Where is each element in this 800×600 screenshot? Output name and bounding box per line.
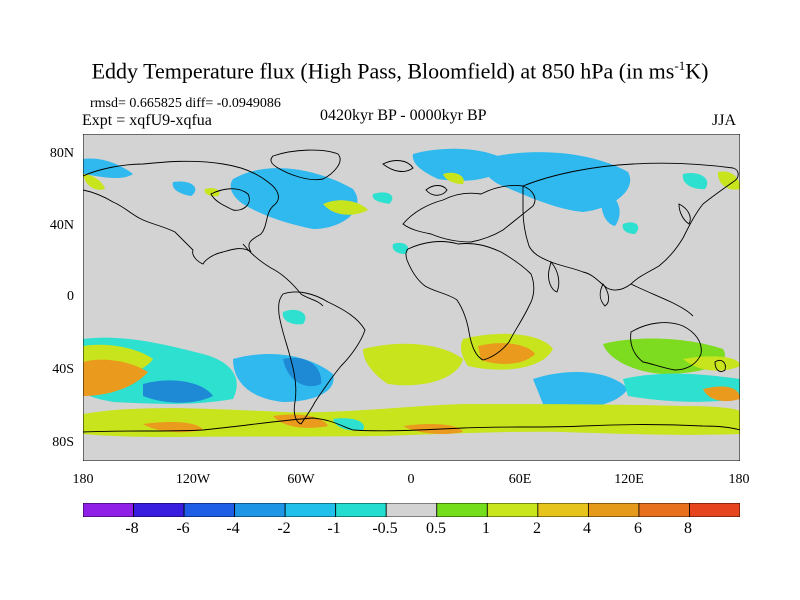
coastline	[210, 188, 250, 211]
colorbar-box	[385, 503, 438, 517]
colorbar-box	[133, 503, 185, 517]
shade-region	[533, 371, 628, 409]
title-end: K)	[685, 58, 709, 84]
coastline	[678, 203, 691, 225]
lat-tick: 80N	[49, 146, 74, 161]
shade-region	[682, 172, 708, 190]
colorbar-label: -4	[226, 520, 240, 537]
lon-tick: 180	[72, 472, 94, 487]
colorbar-box	[335, 503, 387, 517]
colorbar-label: -2	[277, 520, 291, 537]
shaded-anomaly-regions	[83, 148, 740, 437]
shade-region	[83, 174, 105, 190]
lat-tick: 80S	[52, 435, 74, 450]
shade-region	[143, 380, 213, 403]
lon-tick: 60E	[508, 472, 532, 487]
shade-region	[83, 359, 148, 396]
colorbar-box	[284, 503, 337, 517]
lat-tick: 0	[67, 289, 74, 304]
lon-tick: 120W	[175, 472, 211, 487]
shade-region	[478, 343, 535, 364]
colorbar-label: 6	[634, 520, 642, 537]
shade-region	[481, 152, 631, 212]
shade-region	[622, 222, 639, 234]
colorbar-label: -8	[125, 520, 139, 537]
colorbar-label: -1	[327, 520, 341, 537]
colorbar-box	[537, 503, 589, 517]
coastline	[714, 359, 726, 373]
colorbar-box	[689, 503, 740, 517]
coastline	[548, 261, 560, 293]
coastlines	[83, 149, 740, 433]
shade-region	[323, 200, 368, 215]
coastline	[83, 160, 279, 265]
season-label: JJA	[712, 112, 737, 129]
lat-tick: 40S	[52, 362, 74, 377]
colorbar-label: -6	[176, 520, 190, 537]
colorbar-label: -0.5	[372, 520, 398, 537]
shade-region	[333, 418, 364, 431]
colorbar-box	[486, 503, 539, 517]
lon-tick: 0	[407, 472, 415, 487]
stats-label: rmsd= 0.665825 diff= -0.0949086	[90, 96, 281, 111]
lon-tick: 60W	[287, 472, 315, 487]
shade-region	[363, 343, 463, 386]
coastline	[599, 283, 610, 307]
colorbar-label: 4	[583, 520, 591, 537]
shade-region	[282, 309, 306, 325]
colorbar-label: 0.5	[426, 520, 446, 537]
world-map	[83, 134, 740, 461]
lon-tick: 120E	[614, 472, 644, 487]
coastline	[278, 291, 366, 425]
title-text: Eddy Temperature flux (High Pass, Bloomf…	[91, 58, 675, 84]
experiment-label: Expt = xqfU9-xqfua	[82, 112, 212, 129]
shade-region	[372, 192, 393, 204]
shade-region	[172, 181, 196, 196]
colorbar-box	[436, 503, 488, 517]
shade-region	[717, 171, 740, 190]
coastline	[270, 149, 341, 181]
coastline	[630, 322, 702, 371]
plot-title: Eddy Temperature flux (High Pass, Bloomf…	[0, 58, 800, 84]
colorbar-label: 8	[684, 520, 692, 537]
colorbar-box	[587, 503, 640, 517]
lon-tick: 180	[728, 472, 750, 487]
coastline	[382, 160, 414, 172]
shade-region	[143, 422, 203, 433]
shade-region	[703, 386, 740, 402]
colorbar-label: 2	[533, 520, 541, 537]
colorbar	[83, 503, 740, 517]
colorbar-box	[183, 503, 236, 517]
shade-region	[204, 188, 220, 197]
shade-region	[83, 404, 740, 437]
coastline	[402, 185, 536, 243]
shade-region	[412, 148, 508, 181]
colorbar-label: 1	[482, 520, 490, 537]
coastline	[242, 243, 324, 307]
colorbar-box	[638, 503, 690, 517]
shade-region	[601, 189, 620, 226]
colorbar-box	[83, 503, 134, 517]
title-superscript: -1	[674, 58, 686, 73]
coastline	[83, 417, 740, 433]
shade-region	[443, 172, 464, 184]
coastline	[425, 185, 448, 196]
coastline	[630, 283, 694, 317]
coastline	[405, 241, 535, 361]
colorbar-box	[234, 503, 286, 517]
shade-region	[392, 242, 409, 254]
shade-region	[230, 168, 358, 229]
lat-tick: 40N	[49, 218, 74, 233]
period-label: 0420kyr BP - 0000kyr BP	[320, 107, 487, 124]
